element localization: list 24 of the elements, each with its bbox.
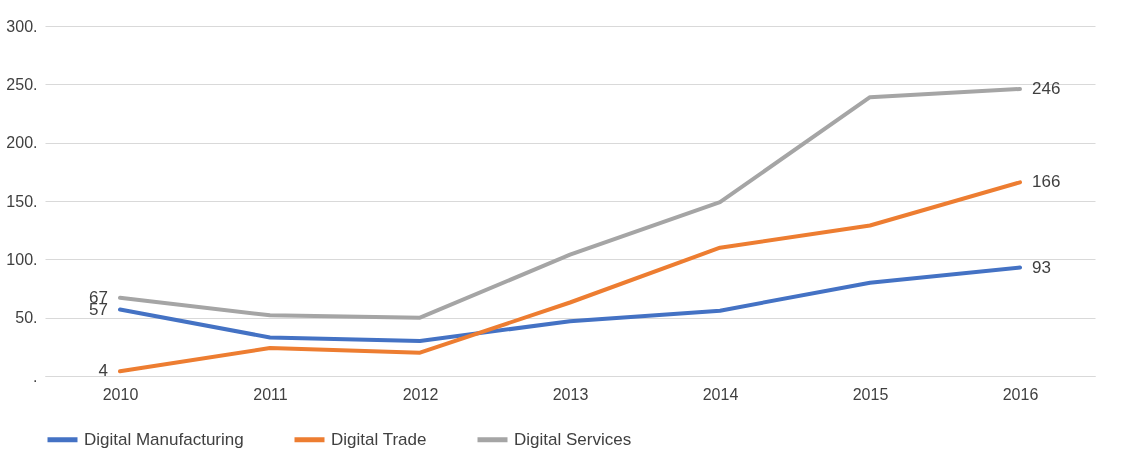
legend-label: Digital Manufacturing (84, 429, 244, 449)
y-tick-label: 100. (6, 250, 38, 268)
legend-label: Digital Trade (331, 429, 427, 449)
x-tick-label: 2012 (402, 385, 439, 403)
data-label: 93 (1032, 257, 1051, 277)
y-tick-label: 50. (15, 309, 38, 327)
line-series (118, 87, 1022, 320)
x-tick-label: 2014 (702, 385, 739, 403)
line-series (118, 265, 1022, 343)
x-tick-label: 2016 (1002, 385, 1039, 403)
data-label: 4 (98, 361, 108, 381)
y-tick-label: 300. (6, 17, 38, 35)
y-tick-label: 150. (6, 192, 38, 210)
y-tick-label: 250. (6, 75, 38, 93)
line-series (118, 180, 1022, 374)
y-tick-label: 200. (6, 134, 38, 152)
x-tick-label: 2013 (552, 385, 589, 403)
legend-label: Digital Services (514, 429, 632, 449)
x-tick-label: 2015 (852, 385, 889, 403)
data-label: 246 (1032, 79, 1061, 98)
y-tick-label: . (33, 367, 38, 385)
x-tick-label: 2011 (253, 385, 288, 403)
data-label: 166 (1032, 172, 1061, 192)
x-tick-label: 2010 (102, 385, 139, 403)
